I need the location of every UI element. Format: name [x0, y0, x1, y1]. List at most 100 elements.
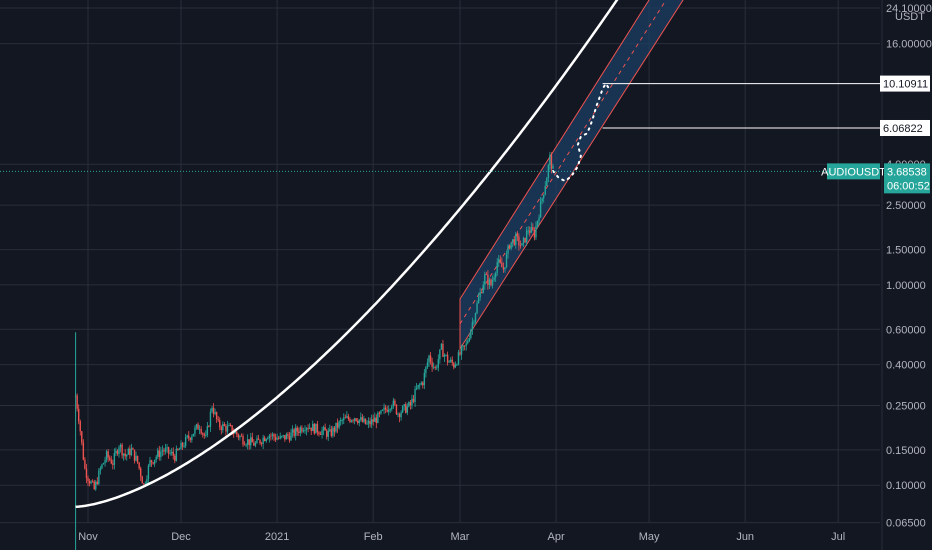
candle-body: [158, 450, 160, 458]
candle: [398, 412, 401, 423]
candle: [440, 342, 443, 351]
candle-body: [412, 398, 415, 402]
candle-body: [147, 465, 150, 480]
candle-body: [538, 217, 540, 221]
candle-body: [284, 435, 286, 440]
axis-labels: AUDIOUSDT 3.68538 06:00:52: [821, 163, 930, 194]
candle-body: [246, 439, 249, 445]
candle-body: [175, 448, 178, 461]
candle: [78, 404, 80, 425]
candle: [265, 438, 267, 443]
candle-body: [229, 425, 232, 426]
candle-body: [432, 366, 435, 368]
candle: [395, 404, 398, 416]
candle: [473, 319, 475, 326]
candle: [228, 422, 230, 427]
candle-body: [512, 239, 514, 243]
candle-body: [378, 412, 381, 414]
candle-body: [116, 450, 119, 454]
candle-body: [203, 433, 205, 436]
candle-body: [164, 448, 167, 452]
candle-body: [141, 476, 143, 484]
candle-body: [479, 292, 481, 298]
candle: [513, 235, 515, 246]
candle: [133, 449, 136, 464]
candle: [295, 424, 297, 441]
candle: [152, 461, 154, 465]
candle-body: [330, 429, 333, 436]
candle: [304, 425, 306, 434]
candle: [205, 430, 207, 438]
candle: [267, 436, 269, 440]
candle-body: [527, 230, 529, 232]
candle: [549, 151, 551, 171]
candle-body: [533, 230, 536, 238]
candle-body: [532, 227, 534, 231]
candle-body: [507, 245, 509, 254]
candle: [375, 414, 377, 429]
candle: [443, 353, 446, 362]
candle: [288, 431, 291, 443]
candle-body: [198, 428, 201, 430]
candle-body: [96, 481, 98, 484]
candle-body: [107, 451, 109, 458]
candle-body: [414, 389, 416, 402]
candle: [293, 427, 295, 438]
candle-body: [262, 437, 264, 444]
candle: [178, 447, 181, 451]
candle: [349, 417, 351, 424]
candle: [184, 433, 187, 449]
x-tick-label: Dec: [171, 531, 191, 543]
candle-body: [274, 436, 277, 440]
candle: [336, 418, 339, 433]
current-price-label: 3.68538: [887, 166, 927, 178]
candle: [508, 244, 511, 250]
candle: [259, 439, 261, 445]
candle-body: [191, 436, 193, 440]
candle-body: [220, 427, 222, 431]
candle-body: [212, 407, 215, 414]
candle-body: [369, 420, 371, 425]
candle-body: [339, 420, 342, 422]
candle-body: [290, 432, 292, 441]
candle-body: [428, 355, 430, 363]
candle: [487, 270, 489, 290]
candle: [273, 432, 275, 442]
candle-body: [445, 354, 447, 356]
candle-body: [384, 407, 387, 410]
candle: [251, 432, 253, 443]
candle: [462, 344, 464, 351]
candle-body: [349, 418, 351, 422]
candle: [299, 425, 302, 437]
candle-body: [206, 426, 209, 436]
candle-body: [436, 367, 438, 369]
candle: [360, 412, 362, 422]
candle-body: [552, 166, 554, 169]
candle: [498, 255, 500, 268]
candle-body: [364, 418, 367, 425]
candle-body: [87, 477, 89, 481]
candle: [322, 425, 325, 436]
candle: [405, 402, 407, 414]
candle: [324, 423, 326, 431]
candle-body: [144, 483, 147, 485]
candle-body: [223, 424, 226, 426]
candle-body: [488, 279, 491, 285]
candle-body: [102, 463, 105, 465]
candle-body: [329, 429, 331, 431]
candle-body: [357, 421, 359, 424]
candle-body: [358, 419, 360, 424]
candle-body: [307, 428, 309, 429]
candle-body: [99, 468, 102, 471]
candle-body: [471, 322, 474, 330]
candle: [524, 237, 526, 243]
candle: [186, 434, 188, 439]
candle: [127, 447, 129, 455]
candle: [296, 425, 298, 436]
candle: [308, 423, 311, 430]
candle-body: [389, 409, 391, 411]
candle-body: [363, 418, 365, 422]
projection-path: [552, 81, 610, 183]
candle-body: [543, 194, 545, 199]
